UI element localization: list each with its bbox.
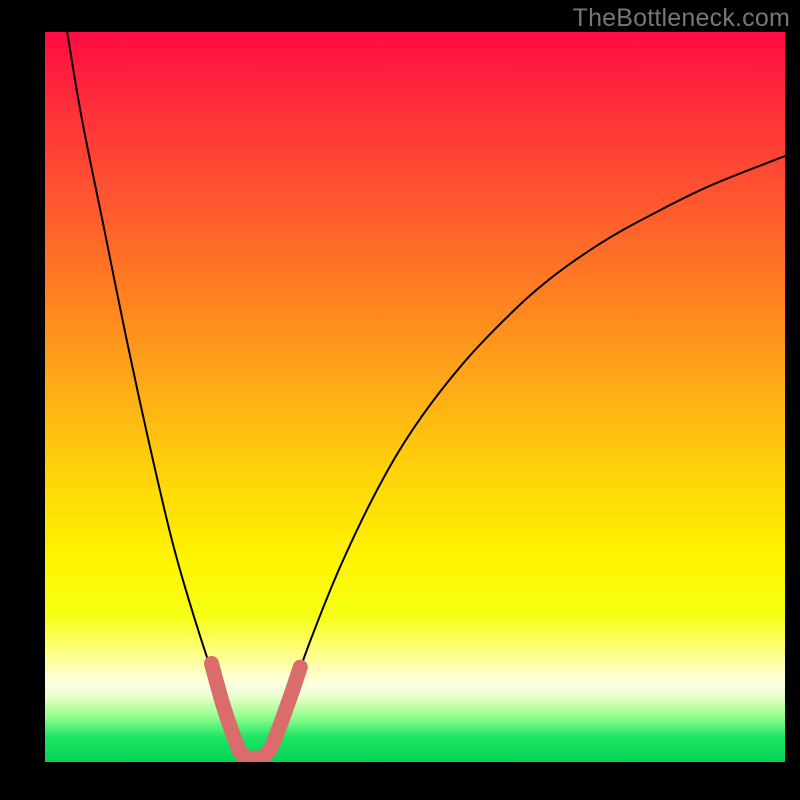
chart-plot (45, 32, 785, 762)
gradient-background (45, 32, 785, 762)
watermark-text: TheBottleneck.com (573, 4, 790, 33)
